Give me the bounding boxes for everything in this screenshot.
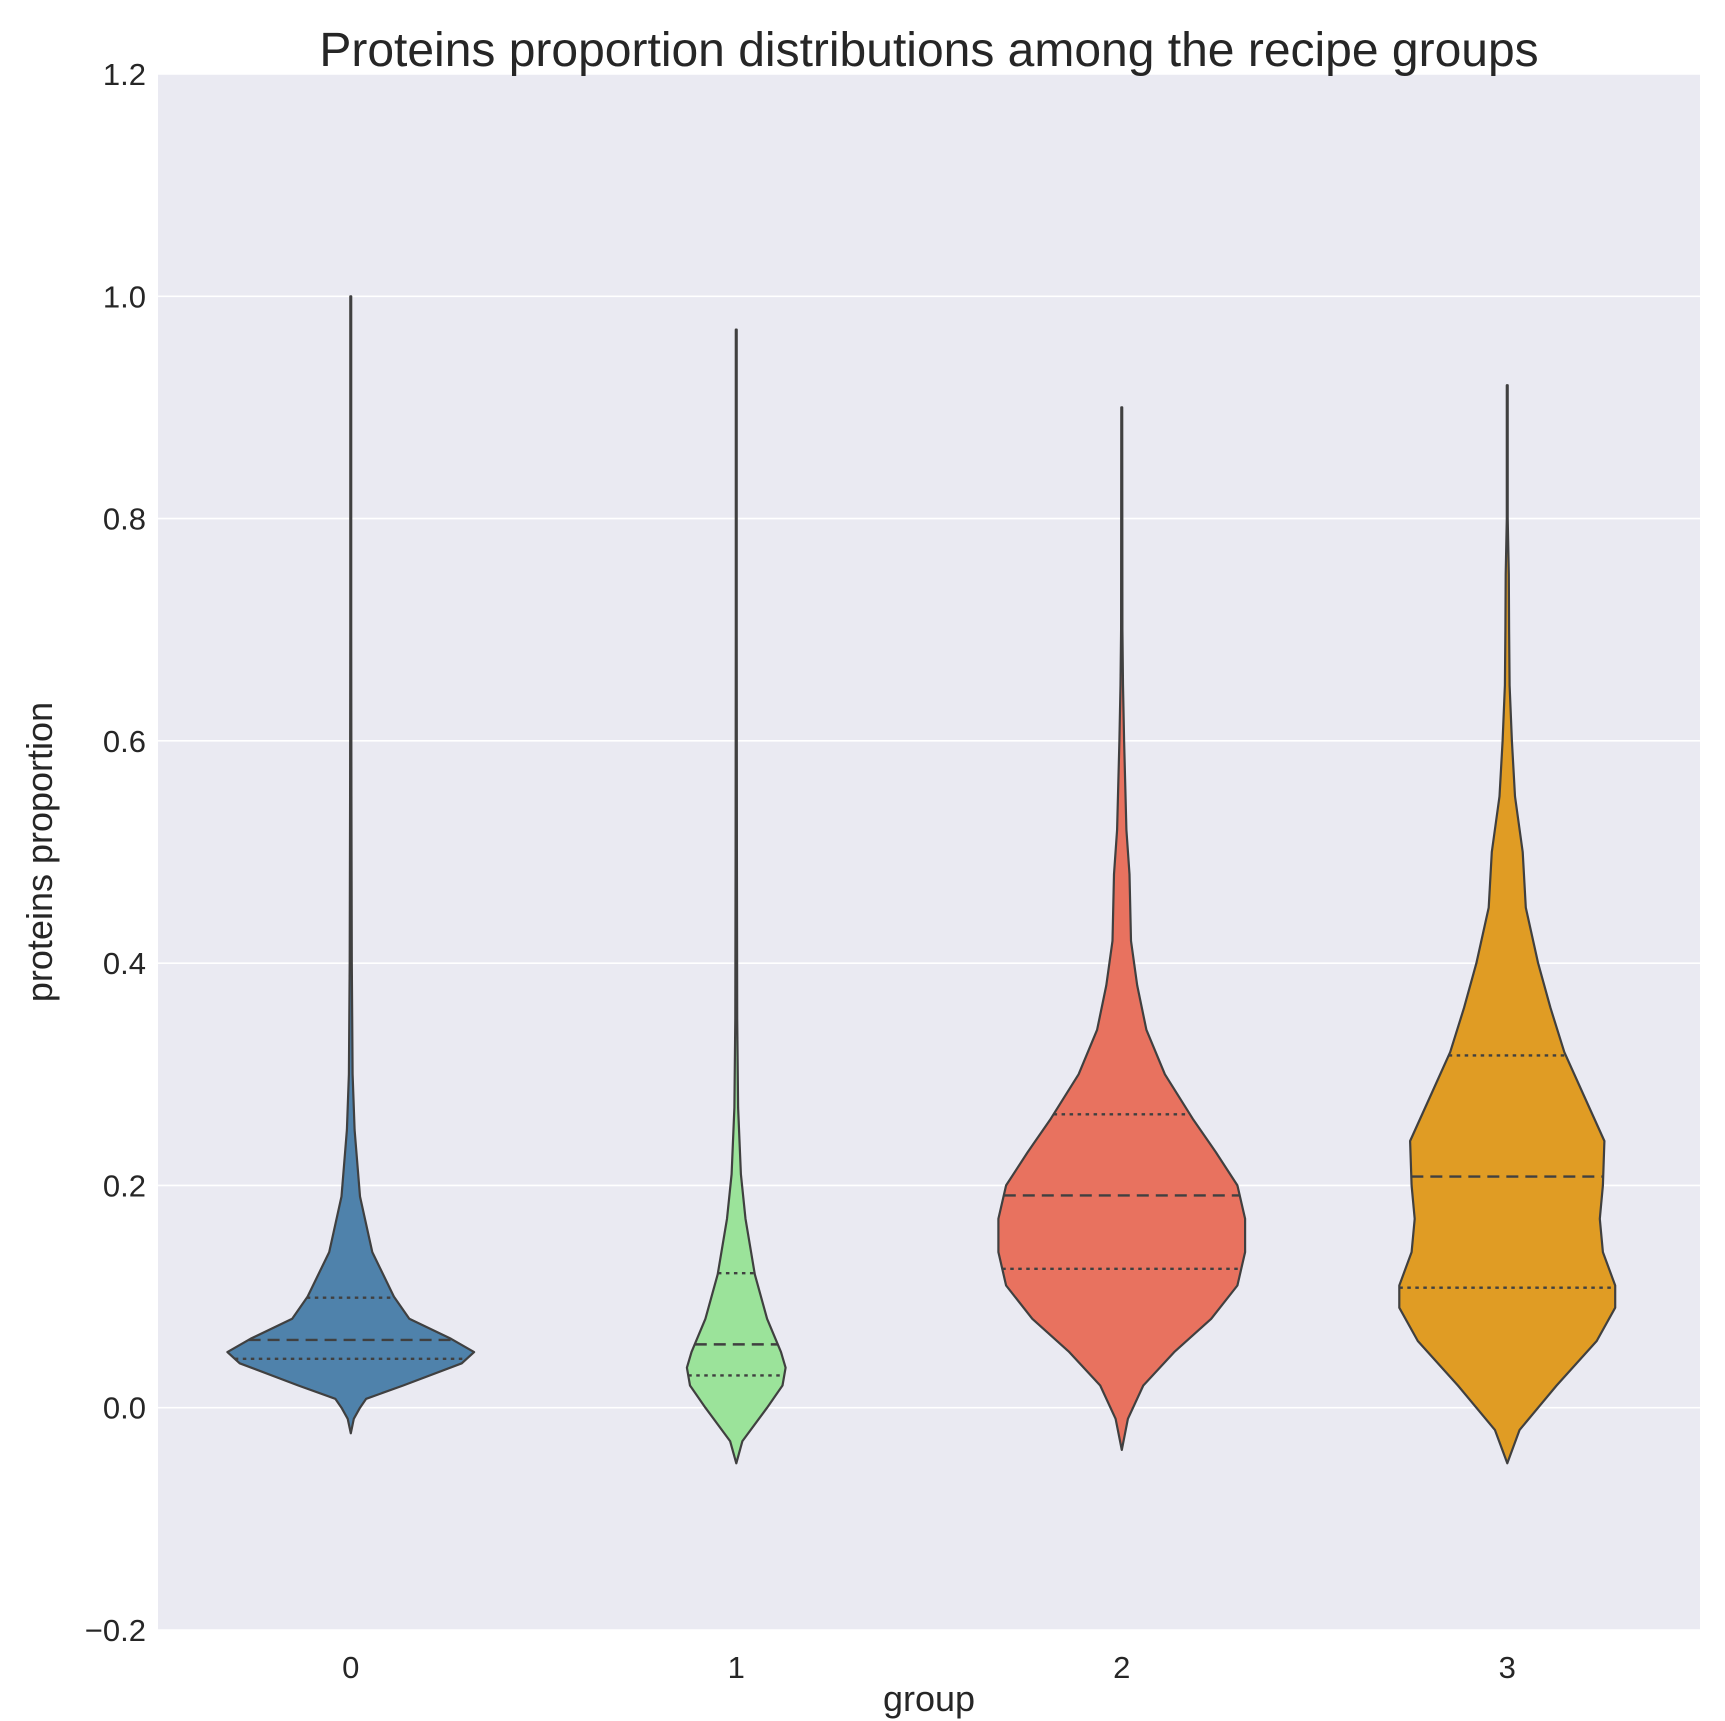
violin-body [997, 406, 1247, 1451]
violin-body [226, 295, 476, 1435]
y-tick-label: 1.2 [103, 57, 146, 92]
x-tick-label: 2 [1113, 1650, 1130, 1685]
chart-title: Proteins proportion distributions among … [319, 24, 1538, 77]
gridlines [158, 73, 1700, 1631]
x-axis-label: group [883, 1678, 975, 1719]
x-tick-label: 0 [342, 1650, 359, 1685]
y-tick-label: 0.4 [103, 946, 146, 981]
violins [226, 295, 1617, 1465]
y-axis-label: proteins proportion [19, 702, 60, 1002]
y-tick-label: 0.2 [103, 1168, 146, 1203]
violin-group-2 [997, 406, 1247, 1451]
x-tick-label: 1 [728, 1650, 745, 1685]
x-tick-label: 3 [1499, 1650, 1516, 1685]
y-tick-label: 0.0 [103, 1391, 146, 1426]
violin-group-3 [1398, 384, 1617, 1465]
y-tick-label: 0.6 [103, 724, 146, 759]
y-tick-label: −0.2 [85, 1613, 146, 1648]
y-tick-label: 1.0 [103, 279, 146, 314]
violin-group-0 [226, 295, 476, 1435]
violin-body [685, 328, 787, 1465]
y-tick-label: 0.8 [103, 502, 146, 537]
violin-group-1 [685, 328, 787, 1465]
y-axis-ticks: −0.2 0.0 0.2 0.4 0.6 0.8 1.0 1.2 [85, 57, 146, 1648]
x-axis-ticks: 0 1 2 3 [342, 1650, 1516, 1685]
violin-body [1398, 384, 1617, 1465]
